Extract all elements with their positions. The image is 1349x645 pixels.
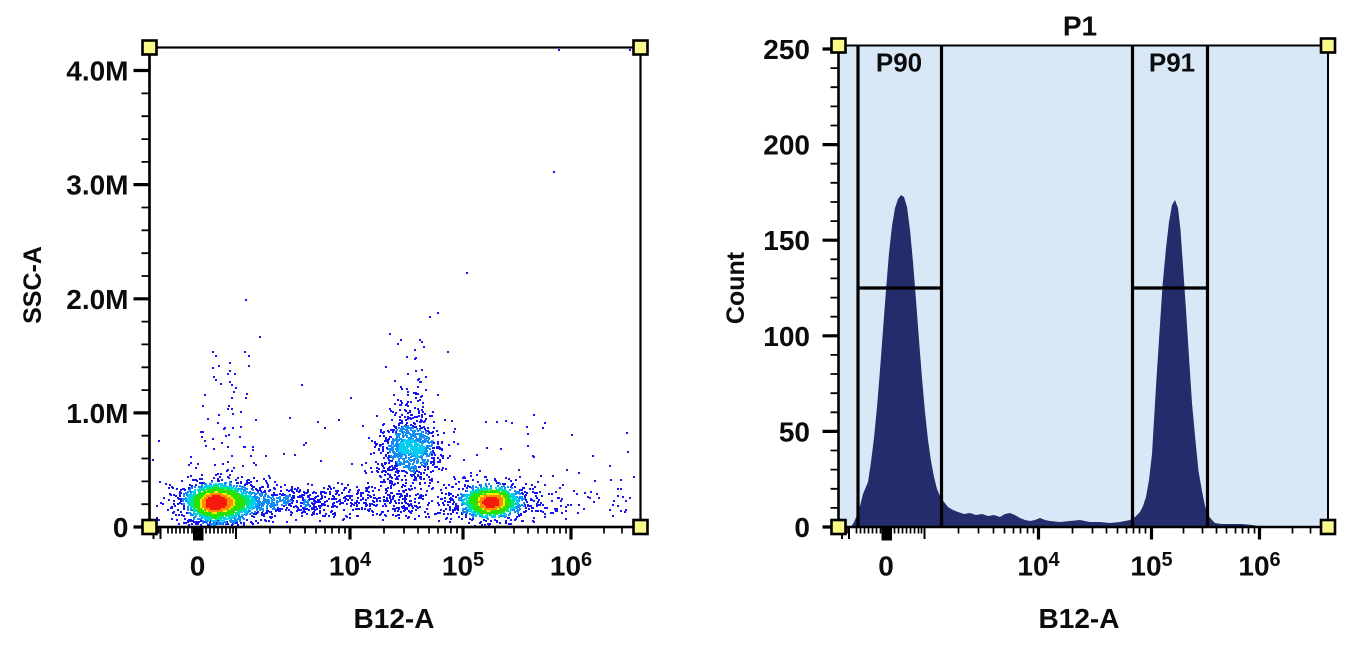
svg-text:Count: Count: [722, 251, 750, 324]
svg-text:2.0M: 2.0M: [66, 284, 128, 315]
svg-text:5: 5: [473, 549, 484, 571]
svg-text:10: 10: [329, 551, 360, 582]
svg-text:0: 0: [878, 551, 894, 582]
svg-text:3.0M: 3.0M: [66, 170, 128, 201]
svg-text:4: 4: [1049, 549, 1061, 571]
svg-text:4.0M: 4.0M: [66, 56, 128, 87]
svg-text:10: 10: [1238, 551, 1269, 582]
svg-text:10: 10: [550, 551, 581, 582]
svg-text:0: 0: [794, 512, 810, 543]
svg-text:P90: P90: [876, 48, 922, 78]
svg-text:4: 4: [360, 549, 372, 571]
svg-text:150: 150: [763, 225, 810, 256]
svg-text:P91: P91: [1149, 48, 1195, 78]
svg-text:6: 6: [1270, 549, 1281, 571]
svg-text:200: 200: [763, 130, 810, 161]
svg-text:10: 10: [1017, 551, 1048, 582]
svg-text:10: 10: [442, 551, 473, 582]
svg-text:0: 0: [190, 551, 206, 582]
svg-text:P1: P1: [1063, 11, 1097, 42]
svg-text:100: 100: [763, 321, 810, 352]
svg-text:6: 6: [581, 549, 592, 571]
svg-text:10: 10: [1130, 551, 1161, 582]
svg-text:SSC-A: SSC-A: [19, 246, 47, 324]
svg-text:B12-A: B12-A: [1039, 603, 1120, 634]
svg-text:B12-A: B12-A: [354, 603, 435, 634]
svg-text:50: 50: [779, 416, 810, 447]
svg-text:0: 0: [113, 512, 129, 543]
svg-text:1.0M: 1.0M: [66, 398, 128, 429]
svg-text:5: 5: [1162, 549, 1173, 571]
svg-text:250: 250: [763, 34, 810, 65]
